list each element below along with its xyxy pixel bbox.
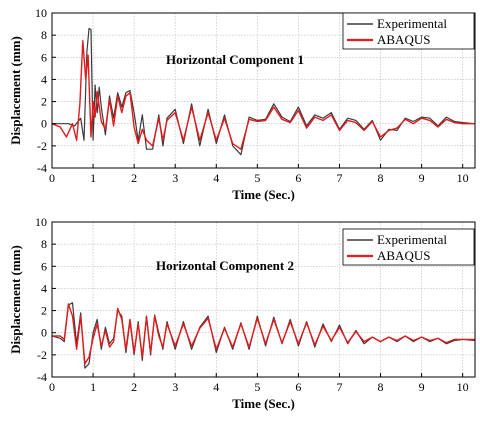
legend-label: ABAQUS [377, 32, 430, 47]
y-tick-label: 10 [35, 215, 47, 229]
x-tick-label: 2 [131, 171, 137, 185]
legend-box [342, 12, 475, 50]
series-group [52, 302, 475, 369]
y-tick-label: 0 [41, 117, 47, 131]
x-tick-label: 7 [336, 171, 342, 185]
y-tick-label: 2 [41, 304, 47, 318]
x-tick-label: 9 [419, 380, 425, 394]
x-tick-label: 3 [172, 380, 178, 394]
y-tick-label: 4 [41, 281, 47, 295]
y-tick-label: -4 [37, 370, 47, 384]
y-tick-label: -2 [37, 348, 47, 362]
y-axis-label: Displacement (mm) [8, 245, 23, 354]
x-tick-label: 4 [213, 171, 219, 185]
x-tick-label: 5 [254, 380, 260, 394]
plot-frame [51, 221, 476, 378]
x-axis-label: Time (Sec.) [232, 187, 295, 202]
x-tick-label: 6 [295, 380, 301, 394]
chart-panel-2: 0 1 2 3 4 5 6 7 8 9 10 -4 -2 0 2 4 6 8 10 Time (Sec.) Displa… [8, 215, 476, 411]
x-tick-label: 6 [295, 171, 301, 185]
x-tick-label: 5 [254, 171, 260, 185]
y-tick-label: 6 [41, 50, 47, 64]
y-tick-label: 8 [41, 28, 47, 42]
x-tick-label: 2 [131, 380, 137, 394]
x-tick-label: 1 [90, 171, 96, 185]
x-tick-label: 4 [213, 380, 219, 394]
x-tick-label: 1 [90, 380, 96, 394]
legend-label: ABAQUS [377, 248, 430, 263]
y-tick-label: 10 [35, 6, 47, 20]
x-tick-label: 0 [49, 171, 55, 185]
series-line-abaqus [52, 303, 475, 365]
x-axis-label: Time (Sec.) [232, 396, 295, 411]
y-tick-label: 4 [41, 72, 47, 86]
x-tick-label: 8 [378, 171, 384, 185]
y-tick-label: -2 [37, 139, 47, 153]
x-tick-label: 10 [457, 171, 469, 185]
series-line-abaqus [52, 40, 475, 150]
x-tick-label: 10 [457, 380, 469, 394]
y-tick-label: 0 [41, 326, 47, 340]
plot-frame [51, 12, 476, 169]
y-tick-label: 6 [41, 259, 47, 273]
chart-title: Horizontal Component 2 [156, 258, 294, 273]
y-axis-label: Displacement (mm) [8, 36, 23, 145]
chart-panel-1: 0 1 2 3 4 5 6 7 8 9 10 -4 -2 0 2 4 6 8 10 Time (Sec.) Displa… [8, 6, 476, 202]
y-tick-label: 2 [41, 95, 47, 109]
x-tick-label: 7 [336, 380, 342, 394]
legend-box [342, 228, 475, 266]
series-group [52, 27, 475, 156]
y-tick-label: 8 [41, 237, 47, 251]
legend-label: Experimental [377, 232, 447, 247]
x-tick-label: 9 [419, 171, 425, 185]
legend-label: Experimental [377, 16, 447, 31]
y-tick-label: -4 [37, 161, 47, 175]
x-tick-label: 3 [172, 171, 178, 185]
x-tick-label: 8 [378, 380, 384, 394]
chart-title: Horizontal Component 1 [166, 52, 304, 67]
x-tick-label: 0 [49, 380, 55, 394]
